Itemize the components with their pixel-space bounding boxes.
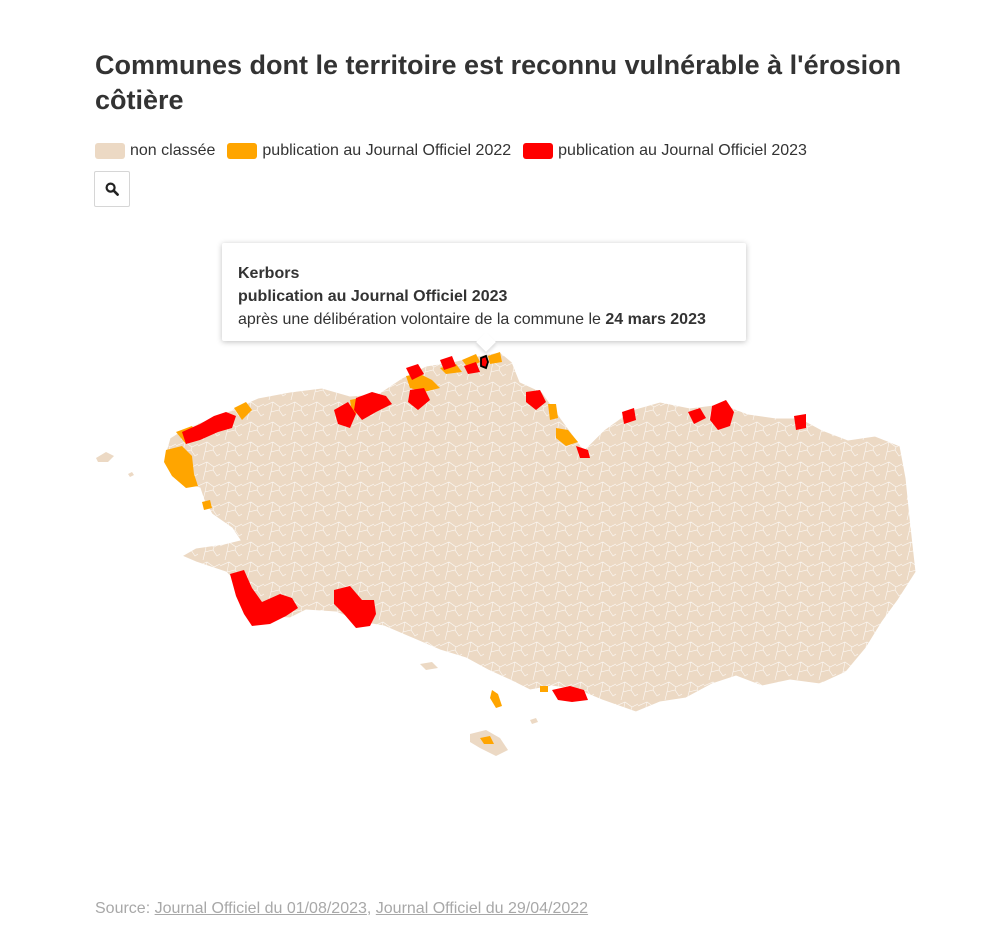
legend: non classée publication au Journal Offic… [95,142,819,160]
map-peninsula-quiberon[interactable] [490,690,502,708]
tooltip-commune-name: Kerbors [238,265,300,282]
legend-swatch-2023 [523,143,554,159]
map-commune-2023[interactable] [406,364,424,380]
map-commune-2022[interactable] [540,686,548,692]
legend-swatch-2022 [227,143,258,159]
map-island-sein[interactable] [128,472,134,477]
map-commune-2023[interactable] [182,412,236,444]
map-commune-2023[interactable] [354,392,392,420]
search-button[interactable] [94,171,130,207]
map-commune-2023[interactable] [230,570,298,626]
tooltip-detail: après une délibération volontaire de la … [238,308,730,331]
map-island-groix[interactable] [420,662,438,670]
map-commune-2023[interactable] [688,408,706,424]
map-commune-2022[interactable] [440,364,462,374]
map-island-ouessant[interactable] [96,452,114,462]
map-commune-2022[interactable] [202,500,212,510]
map-commune-2023[interactable] [464,362,480,374]
map-commune-2023[interactable] [526,390,546,410]
commune-tooltip: Kerbors publication au Journal Officiel … [222,243,746,352]
source-link-jo-2023[interactable]: Journal Officiel du 01/08/2023 [154,900,367,917]
map-commune-2023[interactable] [334,402,356,428]
legend-item-2023: publication au Journal Officiel 2023 [523,142,807,160]
legend-label-non-classee: non classée [130,142,216,159]
tooltip-date: 24 mars 2023 [605,311,706,328]
map-commune-2022[interactable] [556,428,578,446]
map-commune-2023[interactable] [576,446,590,458]
map-title: Communes dont le territoire est reconnu … [95,50,902,115]
source-note: Source: Journal Officiel du 01/08/2023, … [95,900,588,918]
legend-item-non-classee: non classée [95,142,215,160]
source-prefix: Source: [95,900,151,917]
map-commune-borders [166,352,916,712]
source-separator: , [366,900,376,917]
map-commune-2023[interactable] [710,400,734,430]
legend-label-2023: publication au Journal Officiel 2023 [558,142,807,159]
legend-label-2022: publication au Journal Officiel 2022 [262,142,512,159]
legend-swatch-non-classee [95,143,125,159]
map-commune-2022[interactable] [488,352,502,364]
tooltip-status: publication au Journal Officiel 2023 [238,288,508,305]
map-commune-2023[interactable] [408,388,430,410]
map-island-houat[interactable] [530,718,538,724]
search-icon [105,182,119,196]
map-commune-kerbors-selected[interactable] [480,354,489,370]
tooltip-detail-text: après une délibération volontaire de la … [238,311,601,328]
map-commune-2022[interactable] [234,402,252,420]
map-commune-2023[interactable] [622,408,636,424]
map-commune-2022[interactable] [462,354,480,368]
map-commune-2023[interactable] [794,414,806,430]
map-commune-2023[interactable] [334,586,376,628]
map-commune-2022[interactable] [548,404,558,420]
source-link-jo-2022[interactable]: Journal Officiel du 29/04/2022 [375,900,589,917]
map-commune-2023[interactable] [440,356,456,370]
map-commune-belle-ile-2022[interactable] [480,736,494,744]
legend-item-2022: publication au Journal Officiel 2022 [227,142,511,160]
map-commune-2022[interactable] [164,446,198,488]
map-commune-2023[interactable] [552,686,588,702]
